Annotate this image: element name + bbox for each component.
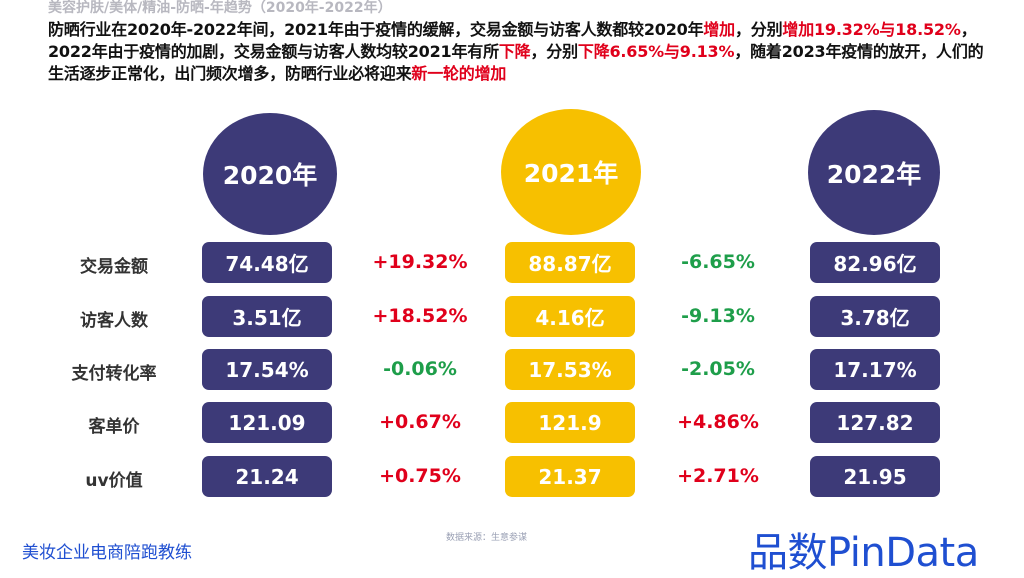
change-2020-2021: +19.32% xyxy=(372,251,468,273)
year-circle-2021: 2021年 xyxy=(501,109,641,235)
value-2020: 121.09 xyxy=(202,402,332,443)
summary-text: 防晒行业在2020年-2022年间，2021年由于疫情的缓解，交易金额与访客人数… xyxy=(48,19,988,85)
metric-label: 支付转化率 xyxy=(71,364,157,384)
value-2020: 74.48亿 xyxy=(202,242,332,283)
breadcrumb: 美容护肤/美体/精油-防晒-年趋势（2020年-2022年） xyxy=(48,0,392,16)
value-2021: 17.53% xyxy=(505,349,635,390)
summary-segment: ，2022年由于疫情的加剧，交易金额与访客人数均较2021年有所 xyxy=(48,20,977,61)
change-2020-2021: -0.06% xyxy=(383,358,457,380)
summary-highlight: 增加19.32%与18.52% xyxy=(782,20,961,39)
value-2022: 21.95 xyxy=(810,456,940,497)
year-circle-2020: 2020年 xyxy=(203,113,337,235)
value-2020: 3.51亿 xyxy=(202,296,332,337)
summary-highlight: 下降6.65%与9.13% xyxy=(577,42,735,61)
change-2021-2022: -9.13% xyxy=(681,305,755,327)
summary-highlight: 下降 xyxy=(498,42,531,61)
year-circle-2022: 2022年 xyxy=(808,110,940,235)
value-2020: 17.54% xyxy=(202,349,332,390)
value-2020: 21.24 xyxy=(202,456,332,497)
metric-label: 交易金额 xyxy=(80,257,148,277)
brand-logo: 品数PinData xyxy=(748,530,979,576)
change-2021-2022: -2.05% xyxy=(681,358,755,380)
metric-label: 客单价 xyxy=(88,417,140,437)
metric-label: uv价值 xyxy=(85,471,143,491)
change-2020-2021: +0.67% xyxy=(379,411,461,433)
summary-highlight: 增加 xyxy=(703,20,735,39)
metric-label: 访客人数 xyxy=(80,311,148,331)
value-2021: 4.16亿 xyxy=(505,296,635,337)
value-2022: 82.96亿 xyxy=(810,242,940,283)
summary-segment: ，随着2023年疫情的放开，人们的生活逐步正常化，出门频次增多，防晒行业必将迎来 xyxy=(48,42,984,83)
summary-segment: ，分别 xyxy=(530,42,578,61)
footer-slogan: 美妆企业电商陪跑教练 xyxy=(22,543,192,563)
change-2021-2022: +4.86% xyxy=(677,411,759,433)
value-2021: 88.87亿 xyxy=(505,242,635,283)
change-2020-2021: +18.52% xyxy=(372,305,468,327)
summary-highlight: 新一轮的增加 xyxy=(411,64,507,83)
data-source: 数据来源：生意参谋 xyxy=(446,533,528,543)
value-2021: 121.9 xyxy=(505,402,635,443)
value-2022: 3.78亿 xyxy=(810,296,940,337)
change-2021-2022: -6.65% xyxy=(681,251,755,273)
value-2022: 17.17% xyxy=(810,349,940,390)
summary-segment: 防晒行业在2020年-2022年间，2021年由于疫情的缓解，交易金额与访客人数… xyxy=(48,20,704,39)
summary-segment: ，分别 xyxy=(734,20,783,39)
change-2021-2022: +2.71% xyxy=(677,465,759,487)
change-2020-2021: +0.75% xyxy=(379,465,461,487)
value-2022: 127.82 xyxy=(810,402,940,443)
value-2021: 21.37 xyxy=(505,456,635,497)
